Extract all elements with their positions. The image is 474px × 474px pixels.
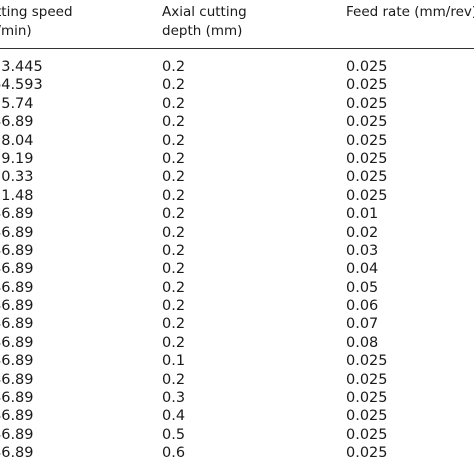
cell-feed-rate: 0.025 <box>346 59 388 75</box>
cell-feed-rate: 0.025 <box>346 353 388 370</box>
cell-cutting-speed: 46.89 <box>0 426 34 443</box>
cell-feed-rate: 0.025 <box>346 408 388 425</box>
cell-axial-depth: 0.2 <box>162 334 186 351</box>
cell-feed-rate: 0.025 <box>346 95 388 112</box>
cell-cutting-speed: 46.89 <box>0 316 34 333</box>
table-row: 46.89 0.2 0.025 <box>0 113 474 131</box>
table-row: 46.89 0.2 0.04 <box>0 260 474 278</box>
cell-axial-depth: 0.3 <box>162 390 186 407</box>
cell-cutting-speed: 46.89 <box>0 353 34 370</box>
cell-feed-rate: 0.025 <box>346 187 388 204</box>
cell-cutting-speed: 55.74 <box>0 95 34 112</box>
table-row: 55.74 0.2 0.025 <box>0 95 474 113</box>
cell-axial-depth: 0.2 <box>162 95 186 112</box>
cell-cutting-speed: 38.04 <box>0 132 34 149</box>
cell-cutting-speed: 73.445 <box>0 59 43 75</box>
cell-feed-rate: 0.05 <box>346 279 379 296</box>
header-axial-depth: Axial cutting depth (mm) <box>162 3 247 41</box>
table-row: 20.33 0.2 0.025 <box>0 168 474 186</box>
cell-feed-rate: 0.025 <box>346 132 388 149</box>
cell-axial-depth: 0.6 <box>162 445 186 462</box>
cell-feed-rate: 0.04 <box>346 261 379 278</box>
cell-cutting-speed: 46.89 <box>0 224 34 241</box>
cell-cutting-speed: 46.89 <box>0 242 34 259</box>
cell-cutting-speed: 46.89 <box>0 298 34 315</box>
cell-cutting-speed: 11.48 <box>0 187 34 204</box>
cell-axial-depth: 0.2 <box>162 187 186 204</box>
cell-feed-rate: 0.025 <box>346 426 388 443</box>
cell-cutting-speed: 46.89 <box>0 206 34 223</box>
cell-axial-depth: 0.4 <box>162 408 186 425</box>
table-row: 46.89 0.2 0.02 <box>0 224 474 242</box>
cell-axial-depth: 0.2 <box>162 150 186 167</box>
cell-cutting-speed: 46.89 <box>0 371 34 388</box>
cell-axial-depth: 0.2 <box>162 316 186 333</box>
cell-axial-depth: 0.2 <box>162 298 186 315</box>
cell-axial-depth: 0.2 <box>162 242 186 259</box>
header-feed-rate-line1: Feed rate (mm/rev) <box>346 4 474 20</box>
table-body: 73.445 0.2 0.025 64.593 0.2 0.025 55.74 0.2 0.02… <box>0 58 474 463</box>
cell-feed-rate: 0.025 <box>346 150 388 167</box>
cell-cutting-speed: 64.593 <box>0 77 43 94</box>
cell-cutting-speed: 46.89 <box>0 390 34 407</box>
cell-axial-depth: 0.2 <box>162 77 186 94</box>
table-row: 46.89 0.2 0.03 <box>0 242 474 260</box>
table-row: 46.89 0.3 0.025 <box>0 389 474 407</box>
header-feed-rate: Feed rate (mm/rev) <box>346 3 474 22</box>
cell-axial-depth: 0.2 <box>162 114 186 131</box>
table-row: 46.89 0.4 0.025 <box>0 407 474 425</box>
header-axial-depth-line2: depth (mm) <box>162 23 243 39</box>
cell-cutting-speed: 46.89 <box>0 445 34 462</box>
header-cutting-speed: Cutting speed (m/min) <box>0 3 73 41</box>
cell-cutting-speed: 46.89 <box>0 279 34 296</box>
cell-feed-rate: 0.025 <box>346 390 388 407</box>
table-row: 38.04 0.2 0.025 <box>0 132 474 150</box>
cell-axial-depth: 0.2 <box>162 261 186 278</box>
cell-feed-rate: 0.025 <box>346 445 388 462</box>
table-row: 46.89 0.2 0.01 <box>0 205 474 223</box>
cell-axial-depth: 0.1 <box>162 353 186 370</box>
header-rule <box>0 48 474 49</box>
header-cutting-speed-line2: (m/min) <box>0 23 32 39</box>
table-row: 46.89 0.2 0.06 <box>0 297 474 315</box>
cell-feed-rate: 0.01 <box>346 206 379 223</box>
table-row: 46.89 0.2 0.025 <box>0 371 474 389</box>
table-row: 64.593 0.2 0.025 <box>0 76 474 94</box>
cell-feed-rate: 0.08 <box>346 334 379 351</box>
cell-cutting-speed: 46.89 <box>0 334 34 351</box>
cell-feed-rate: 0.025 <box>346 77 388 94</box>
table-row: 46.89 0.6 0.025 <box>0 444 474 462</box>
cell-axial-depth: 0.2 <box>162 206 186 223</box>
table-row: 46.89 0.1 0.025 <box>0 352 474 370</box>
header-cutting-speed-line1: Cutting speed <box>0 4 73 20</box>
header-axial-depth-line1: Axial cutting <box>162 4 247 20</box>
table-row: 46.89 0.5 0.025 <box>0 426 474 444</box>
table-row: 11.48 0.2 0.025 <box>0 187 474 205</box>
cell-feed-rate: 0.03 <box>346 242 379 259</box>
cell-feed-rate: 0.025 <box>346 114 388 131</box>
cell-axial-depth: 0.2 <box>162 371 186 388</box>
cell-feed-rate: 0.07 <box>346 316 379 333</box>
table-row: 46.89 0.2 0.08 <box>0 334 474 352</box>
cell-axial-depth: 0.2 <box>162 59 186 75</box>
cell-cutting-speed: 20.33 <box>0 169 34 186</box>
cell-axial-depth: 0.2 <box>162 279 186 296</box>
table-row: 73.445 0.2 0.025 <box>0 58 474 76</box>
cell-axial-depth: 0.2 <box>162 132 186 149</box>
cell-feed-rate: 0.025 <box>346 169 388 186</box>
cell-cutting-speed: 46.89 <box>0 408 34 425</box>
table-row: 29.19 0.2 0.025 <box>0 150 474 168</box>
cell-cutting-speed: 46.89 <box>0 261 34 278</box>
cell-axial-depth: 0.5 <box>162 426 186 443</box>
cell-feed-rate: 0.02 <box>346 224 379 241</box>
table-row: 46.89 0.2 0.05 <box>0 279 474 297</box>
cell-cutting-speed: 46.89 <box>0 114 34 131</box>
cell-cutting-speed: 29.19 <box>0 150 34 167</box>
cell-feed-rate: 0.025 <box>346 371 388 388</box>
table-row: 46.89 0.2 0.07 <box>0 315 474 333</box>
cell-axial-depth: 0.2 <box>162 224 186 241</box>
cell-axial-depth: 0.2 <box>162 169 186 186</box>
cell-feed-rate: 0.06 <box>346 298 379 315</box>
